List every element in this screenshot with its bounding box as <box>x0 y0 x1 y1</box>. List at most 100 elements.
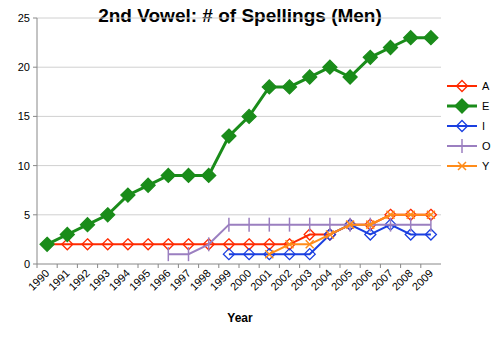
marker <box>461 139 463 153</box>
marker <box>363 50 377 64</box>
marker <box>242 109 256 123</box>
y-tick-label: 25 <box>18 12 30 24</box>
y-tick-label: 0 <box>24 258 30 270</box>
marker <box>228 218 230 232</box>
x-tick <box>37 264 38 268</box>
background <box>0 0 500 339</box>
grid-line <box>37 165 441 166</box>
x-tick <box>299 264 300 268</box>
x-tick-label: 1992 <box>66 267 92 293</box>
x-tick <box>57 264 58 268</box>
marker <box>387 211 395 219</box>
x-tick-label: 1995 <box>127 267 153 293</box>
y-tick <box>33 116 37 117</box>
marker <box>265 250 273 258</box>
x-tick <box>420 264 421 268</box>
marker <box>188 247 190 261</box>
marker <box>457 81 468 92</box>
x-tick-label: 2002 <box>268 267 294 293</box>
marker <box>306 240 314 248</box>
legend-label: Y <box>482 160 490 172</box>
marker <box>60 227 74 241</box>
grid-line <box>37 116 441 117</box>
marker <box>458 162 466 170</box>
x-tick-label: 1998 <box>187 267 213 293</box>
x-tick <box>178 264 179 268</box>
series-line <box>47 38 431 245</box>
marker <box>326 230 334 238</box>
legend-label: I <box>482 120 485 132</box>
legend-line <box>447 85 477 87</box>
x-tick-label: 1990 <box>26 267 52 293</box>
marker <box>457 121 468 132</box>
marker <box>346 221 354 229</box>
y-tick-label: 10 <box>18 160 30 172</box>
marker <box>404 31 418 45</box>
y-tick-label: 20 <box>18 61 30 73</box>
grid-line <box>37 67 441 68</box>
x-tick <box>259 264 260 268</box>
x-tick-label: 2005 <box>329 267 355 293</box>
marker <box>202 168 216 182</box>
marker <box>309 218 311 232</box>
y-tick <box>33 264 37 265</box>
legend-line <box>447 125 477 127</box>
marker <box>303 70 317 84</box>
marker <box>343 70 357 84</box>
marker <box>407 211 415 219</box>
marker <box>384 41 398 55</box>
x-tick <box>360 264 361 268</box>
marker <box>323 60 337 74</box>
x-tick-label: 1994 <box>107 267 133 293</box>
marker <box>223 249 234 260</box>
y-axis <box>37 18 38 264</box>
x-tick-label: 2001 <box>248 267 274 293</box>
y-tick <box>33 18 37 19</box>
y-tick-label: 5 <box>24 209 30 221</box>
marker <box>390 218 392 232</box>
x-tick-label: 2004 <box>309 267 335 293</box>
marker <box>264 249 275 260</box>
x-tick <box>158 264 159 268</box>
marker <box>222 129 236 143</box>
marker <box>284 249 295 260</box>
series-line <box>168 225 431 255</box>
x-tick-label: 2006 <box>349 267 375 293</box>
x-tick <box>279 264 280 268</box>
marker <box>262 80 276 94</box>
grid-line <box>37 18 441 19</box>
marker <box>427 211 435 219</box>
marker <box>329 218 331 232</box>
marker <box>208 237 210 251</box>
y-tick <box>33 214 37 215</box>
marker <box>122 239 133 250</box>
legend-label: O <box>482 140 491 152</box>
x-tick <box>117 264 118 268</box>
legend-label: A <box>482 80 490 92</box>
x-tick <box>380 264 381 268</box>
marker <box>424 31 438 45</box>
marker <box>102 239 113 250</box>
x-tick-label: 2000 <box>228 267 254 293</box>
marker <box>244 249 255 260</box>
marker <box>366 221 374 229</box>
x-tick-label: 2003 <box>288 267 314 293</box>
marker <box>82 239 93 250</box>
marker <box>121 188 135 202</box>
marker <box>101 208 115 222</box>
title: 2nd Vowel: # of Spellings (Men) <box>98 5 382 26</box>
marker <box>289 218 291 232</box>
x-tick-label: 1991 <box>46 267 72 293</box>
x-tick <box>340 264 341 268</box>
marker <box>141 178 155 192</box>
x-tick-label: 2008 <box>389 267 415 293</box>
y-tick-label: 15 <box>18 110 30 122</box>
x-tick <box>97 264 98 268</box>
x-tick <box>198 264 199 268</box>
x-tick-label: 2009 <box>410 267 436 293</box>
x-tick-label: 1997 <box>167 267 193 293</box>
marker <box>455 99 469 113</box>
x-axis-label: Year <box>227 311 253 325</box>
chart: 2nd Vowel: # of Spellings (Men) 0 5 10 15 20 2… <box>0 0 500 339</box>
x-tick-label: 1999 <box>208 267 234 293</box>
